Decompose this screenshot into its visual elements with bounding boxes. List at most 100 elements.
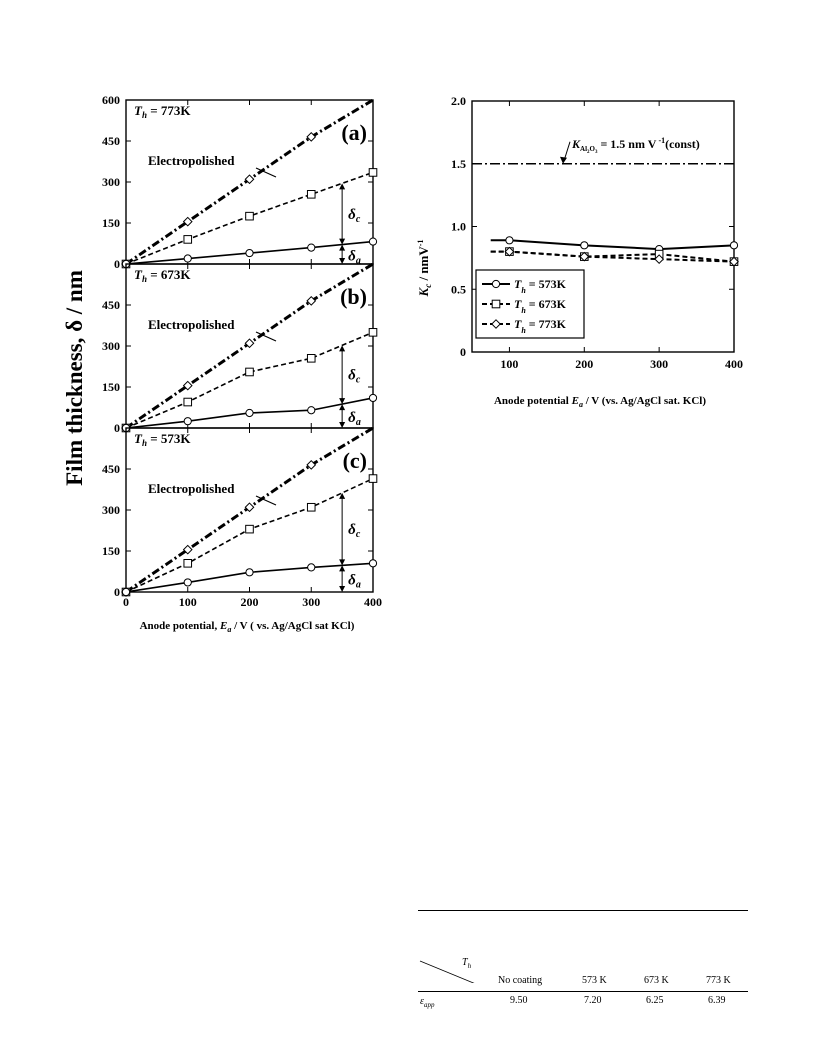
right-xlabel: Anode potential Ea / V (vs. Ag/AgCl sat.…	[494, 395, 706, 409]
ep-leader	[255, 331, 277, 342]
data-point	[245, 568, 254, 577]
panel-letter: (a)	[341, 120, 367, 145]
data-point	[307, 406, 316, 415]
y-tick-label: 150	[102, 544, 120, 558]
delta-c-arrow-head	[339, 345, 346, 352]
data-point	[368, 559, 378, 568]
table-row: εapp 9.50 7.20 6.25 6.39	[418, 992, 748, 1012]
cond-rest: = 573K	[147, 431, 191, 446]
data-point	[306, 295, 317, 306]
legend-T: T	[514, 317, 522, 331]
data-point	[182, 380, 193, 391]
delta-a-sub: a	[356, 580, 361, 591]
data-point	[654, 254, 665, 265]
ann-arrowhead	[560, 156, 567, 164]
y-tick-label: 450	[102, 134, 120, 148]
x-tick-label: 0	[123, 595, 129, 609]
cond-T: T	[134, 267, 143, 282]
data-point	[183, 578, 192, 587]
x-tick-label: 100	[500, 357, 518, 371]
y-tick-label: 1.0	[451, 220, 466, 234]
data-point	[182, 216, 193, 227]
table-header-rule	[418, 991, 748, 992]
y-tick-label: 300	[102, 175, 120, 189]
data-point	[307, 243, 316, 252]
data-point	[368, 237, 378, 246]
y-tick-label: 0	[460, 345, 466, 359]
delta-c-sub: c	[356, 375, 361, 386]
col-573: 573 K	[582, 975, 607, 986]
left-xlabel: Anode potential, Ea / V ( vs. Ag/AgCl sa…	[140, 620, 355, 634]
panel-0: 0 150 300 450 600 Th = 773K (a) Electropolished…	[102, 93, 378, 271]
legend-h: h	[521, 326, 526, 335]
y-tick-label: 0.5	[451, 282, 466, 296]
ann-sup: -1	[656, 136, 665, 145]
val-no-coating: 9.50	[510, 995, 528, 1006]
ep-leader	[255, 495, 277, 506]
delta-c-sub: c	[356, 214, 361, 225]
delta-a-arrow-head	[339, 422, 346, 428]
data-point	[505, 236, 514, 245]
legend-h: h	[521, 306, 526, 315]
panel-condition: Th = 573K	[134, 431, 191, 448]
ep-label: Electropolished	[148, 481, 235, 496]
film-thickness-figure: Film thickness, δ / nm 0 150 300 450 600 Th =…	[62, 93, 382, 634]
left-panels: 0 150 300 450 600 Th = 773K (a) Electropolished…	[102, 93, 382, 609]
legend-marker	[491, 299, 501, 309]
delta-a-label: δa	[348, 573, 361, 591]
delta-a-main: δ	[348, 573, 356, 589]
y-tick-label: 300	[102, 503, 120, 517]
y-tick-label: 150	[102, 216, 120, 230]
y-tick-label: 0	[114, 421, 120, 435]
ann-sub: Al	[580, 145, 587, 153]
delta-c-arrow-head	[339, 492, 346, 499]
legend-entry: Th = 773K	[514, 317, 567, 335]
panel-condition: Th = 773K	[134, 103, 191, 120]
data-point	[245, 248, 254, 258]
data-point	[245, 211, 254, 221]
y-tick-label: 2.0	[451, 94, 466, 108]
ann-sub2: 2	[587, 150, 590, 155]
data-point	[245, 408, 254, 418]
cond-sub: h	[142, 274, 147, 284]
val-573: 7.20	[584, 995, 602, 1006]
data-point	[183, 559, 193, 568]
data-point	[245, 367, 254, 377]
delta-c-arrow-head	[339, 559, 346, 566]
delta-a-main: δ	[348, 248, 356, 264]
annotation: KAl2O3 = 1.5 nm V -1(const)	[571, 136, 700, 155]
y-tick-label: 150	[102, 380, 120, 394]
legend-text: = 673K	[526, 297, 567, 311]
data-point	[580, 241, 589, 250]
data-point	[729, 256, 739, 267]
data-point	[306, 502, 316, 512]
delta-a-arrow-head	[339, 586, 346, 592]
data-point	[307, 563, 316, 572]
cond-T: T	[134, 103, 143, 118]
x-tick-label: 100	[179, 595, 197, 609]
y-tick-label: 450	[102, 298, 120, 312]
delta-c-main: δ	[348, 522, 356, 538]
x-tick-label: 300	[650, 357, 668, 371]
data-point	[368, 168, 378, 177]
legend-T: T	[514, 277, 522, 291]
data-point	[244, 338, 255, 349]
val-773: 6.39	[708, 995, 726, 1006]
legend-T: T	[514, 297, 522, 311]
legend-marker	[491, 279, 501, 289]
data-point	[121, 587, 131, 597]
y-tick-label: 450	[102, 462, 120, 476]
ann-K: K	[571, 137, 581, 151]
data-point	[244, 502, 255, 513]
data-point	[183, 254, 192, 263]
ep-label: Electropolished	[148, 153, 235, 168]
panel-letter: (b)	[340, 284, 367, 309]
cond-rest: = 673K	[147, 267, 191, 282]
data-point	[183, 235, 193, 244]
right-ylabel: Kc / nmV-1	[416, 240, 433, 298]
delta-c-arrow-head	[339, 183, 346, 190]
col-673: 673 K	[644, 975, 669, 986]
y-tick-label: 1.5	[451, 157, 466, 171]
y-tick-label: 600	[102, 93, 120, 107]
